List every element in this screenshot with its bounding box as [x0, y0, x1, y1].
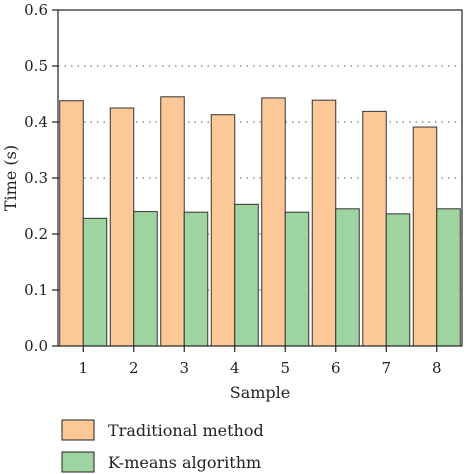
legend: Traditional method K-means algorithm [61, 419, 264, 473]
bar-traditional-2 [109, 107, 135, 347]
y-tick-label: 0.5 [24, 57, 48, 75]
x-tick-label: 4 [230, 359, 240, 377]
bar-traditional-6 [311, 99, 337, 347]
y-tick-label: 0.0 [24, 337, 48, 355]
bar-traditional-4 [210, 114, 236, 347]
bar-traditional-5 [261, 97, 286, 347]
legend-swatch-kmeans [61, 451, 95, 473]
bar-kmeans-4 [234, 203, 259, 347]
y-tick-label: 0.2 [24, 225, 48, 243]
x-axis-title: Sample [230, 383, 291, 402]
x-axis-ticks: 1 2 3 4 5 6 7 8 [78, 346, 442, 377]
bar-kmeans-7 [385, 213, 411, 347]
bar-kmeans-6 [335, 208, 360, 347]
y-tick-label: 0.1 [24, 281, 48, 299]
bar-traditional-7 [362, 110, 387, 347]
bar-kmeans-1 [82, 217, 108, 347]
x-tick-label: 8 [432, 359, 442, 377]
y-tick-label: 0.3 [24, 169, 48, 187]
bar-kmeans-8 [436, 208, 461, 347]
x-tick-label: 1 [78, 359, 88, 377]
bars [59, 96, 461, 347]
bar-kmeans-5 [284, 211, 310, 347]
y-axis-title: Time (s) [1, 145, 20, 211]
plot-frame [57, 9, 463, 347]
bar-kmeans-3 [183, 211, 209, 347]
grid-lines [58, 65, 462, 291]
x-tick-label: 6 [331, 359, 341, 377]
x-tick-label: 7 [381, 359, 391, 377]
y-tick-label: 0.4 [24, 113, 48, 131]
legend-label-traditional: Traditional method [108, 421, 264, 440]
bar-kmeans-2 [133, 211, 158, 347]
bar-traditional-8 [412, 126, 438, 347]
legend-swatch-traditional [61, 419, 95, 441]
y-axis-ticks: 0.0 0.1 0.2 0.3 0.4 0.5 0.6 [24, 1, 58, 355]
y-tick-label: 0.6 [24, 1, 48, 19]
x-tick-label: 2 [129, 359, 139, 377]
x-tick-label: 3 [179, 359, 189, 377]
x-tick-label: 5 [280, 359, 290, 377]
bar-traditional-1 [59, 100, 84, 347]
legend-label-kmeans: K-means algorithm [108, 453, 261, 472]
bar-traditional-3 [160, 96, 185, 347]
